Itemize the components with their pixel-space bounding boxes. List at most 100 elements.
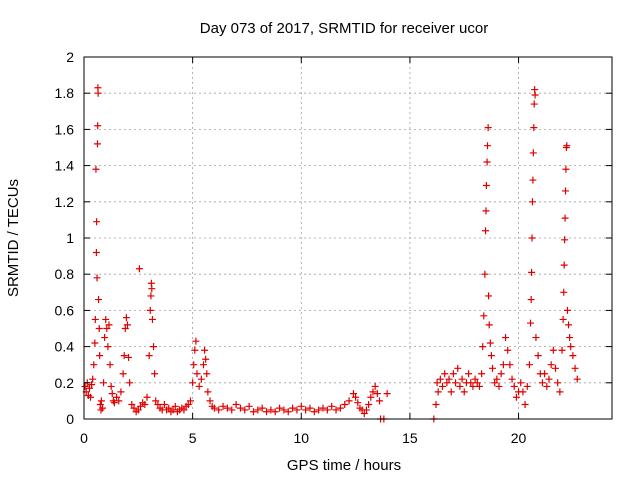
data-point-marker [141,401,149,409]
data-point-marker [467,379,475,387]
data-point-marker [117,388,125,396]
data-point-marker [93,140,101,148]
data-point-marker [573,375,581,383]
y-tick-label: 0.6 [55,302,75,318]
data-point-marker [232,401,240,409]
data-point-marker [108,390,116,398]
data-point-marker [319,404,327,412]
data-point-marker [562,187,570,195]
data-point-marker [148,285,156,293]
data-point-marker [458,375,466,383]
data-point-marker [506,361,514,369]
data-point-marker [148,315,156,323]
data-point-marker [323,406,331,414]
data-point-marker [190,361,198,369]
y-tick-label: 2 [66,49,74,65]
data-point-marker [558,346,566,354]
data-point-marker [284,408,292,416]
data-points [81,84,581,423]
data-point-marker [527,296,535,304]
y-tick-label: 1.2 [55,194,75,210]
data-point-marker [228,406,236,414]
data-point-marker [561,236,569,244]
data-point-marker [123,321,131,329]
data-point-marker [367,393,375,401]
data-point-marker [271,408,279,416]
data-point-marker [184,401,192,409]
data-point-marker [532,334,540,342]
data-point-marker [146,306,154,314]
data-point-marker [152,397,160,405]
data-point-marker [352,393,360,401]
data-point-marker [210,404,218,412]
data-point-marker [360,410,368,418]
x-tick-label: 20 [511,430,527,446]
data-point-marker [336,404,344,412]
data-point-marker [517,379,525,387]
data-point-marker [497,370,505,378]
data-point-marker [376,397,384,405]
data-point-marker [465,370,473,378]
data-point-marker [254,406,262,414]
data-point-marker [332,406,340,414]
data-point-marker [439,382,447,390]
chart-title: Day 073 of 2017, SRMTID for receiver uco… [200,20,488,37]
x-axis-label: GPS time / hours [287,457,401,474]
data-point-marker [302,406,310,414]
data-point-marker [471,375,479,383]
data-point-marker [263,408,271,416]
data-point-marker [236,404,244,412]
grid-lines [84,57,612,419]
data-point-marker [563,142,571,150]
data-point-marker [525,361,533,369]
data-point-marker [134,406,142,414]
data-point-marker [105,321,113,329]
data-point-marker [349,390,357,398]
data-point-marker [95,296,103,304]
data-point-marker [219,402,227,410]
data-point-marker [473,379,481,387]
data-point-marker [101,334,109,342]
data-point-marker [482,182,490,190]
data-point-marker [92,248,100,256]
data-point-marker [373,390,381,398]
data-point-marker [189,379,197,387]
x-tick-label: 0 [80,430,88,446]
y-tick-label: 1.6 [55,121,75,137]
data-point-marker [169,406,177,414]
data-point-marker [495,382,503,390]
data-point-marker [480,312,488,320]
data-point-marker [354,399,362,407]
y-tick-label: 1.8 [55,85,75,101]
data-point-marker [93,218,101,226]
data-point-marker [485,321,493,329]
data-point-marker [91,339,99,347]
data-point-marker [85,384,93,392]
data-point-marker [135,265,143,273]
data-point-marker [547,361,555,369]
data-point-marker [96,401,104,409]
x-tick-label: 10 [293,430,309,446]
data-point-marker [534,352,542,360]
data-point-marker [202,355,210,363]
data-point-marker [119,370,127,378]
data-point-marker [91,315,99,323]
data-point-marker [432,401,440,409]
data-point-marker [145,352,153,360]
x-tick-labels: 0 5 10 15 20 [80,430,526,446]
data-point-marker [562,165,570,173]
y-tick-label: 0.8 [55,266,75,282]
data-point-marker [191,346,199,354]
data-point-marker [449,370,457,378]
data-point-marker [499,361,507,369]
data-point-marker [485,292,493,300]
data-point-marker [483,158,491,166]
data-point-marker [454,364,462,372]
data-point-marker [523,382,531,390]
data-point-marker [538,379,546,387]
data-point-marker [151,370,159,378]
data-point-marker [165,404,173,412]
x-tick-label: 5 [189,430,197,446]
data-point-marker [97,397,105,405]
y-tick-labels: 0 0.2 0.4 0.6 0.8 1 1.2 1.4 1.6 1.8 2 [55,49,75,427]
